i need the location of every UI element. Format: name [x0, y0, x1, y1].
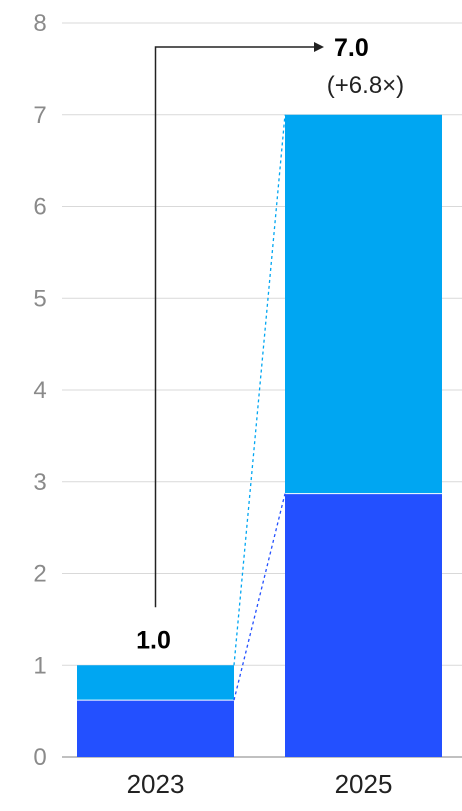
bar-2025-segment-2 [285, 114, 442, 494]
y-tick-label-6: 6 [33, 194, 46, 221]
y-axis-tick-labels: 0 1 2 3 4 5 6 7 8 [33, 10, 46, 771]
y-tick-label-3: 3 [33, 469, 46, 496]
y-tick-label-5: 5 [33, 285, 46, 312]
connector-segment-1 [233, 493, 286, 701]
y-tick-label-8: 8 [33, 10, 46, 37]
x-category-label-2025: 2025 [335, 769, 393, 799]
y-tick-label-7: 7 [33, 102, 46, 129]
y-tick-label-0: 0 [33, 744, 46, 771]
y-tick-label-2: 2 [33, 561, 46, 588]
x-category-label-2023: 2023 [127, 769, 185, 799]
y-tick-label-1: 1 [33, 652, 46, 679]
bar-2025-segment-1 [285, 493, 442, 757]
bar-2023-segment-2 [77, 665, 234, 701]
bars [77, 114, 442, 757]
total-label-2025: 7.0 [334, 34, 369, 62]
x-axis-category-labels: 2023 2025 [127, 769, 393, 799]
bar-2023-segment-1 [77, 700, 234, 757]
y-tick-label-4: 4 [33, 377, 46, 404]
connector-segment-2 [233, 114, 286, 666]
growth-multiplier-label: (+6.8×) [327, 72, 404, 99]
total-label-2023: 1.0 [136, 626, 171, 654]
annotations: 1.0 7.0 (+6.8×) [136, 34, 404, 654]
growth-arrow [154, 42, 324, 608]
segment-connectors [233, 114, 286, 701]
